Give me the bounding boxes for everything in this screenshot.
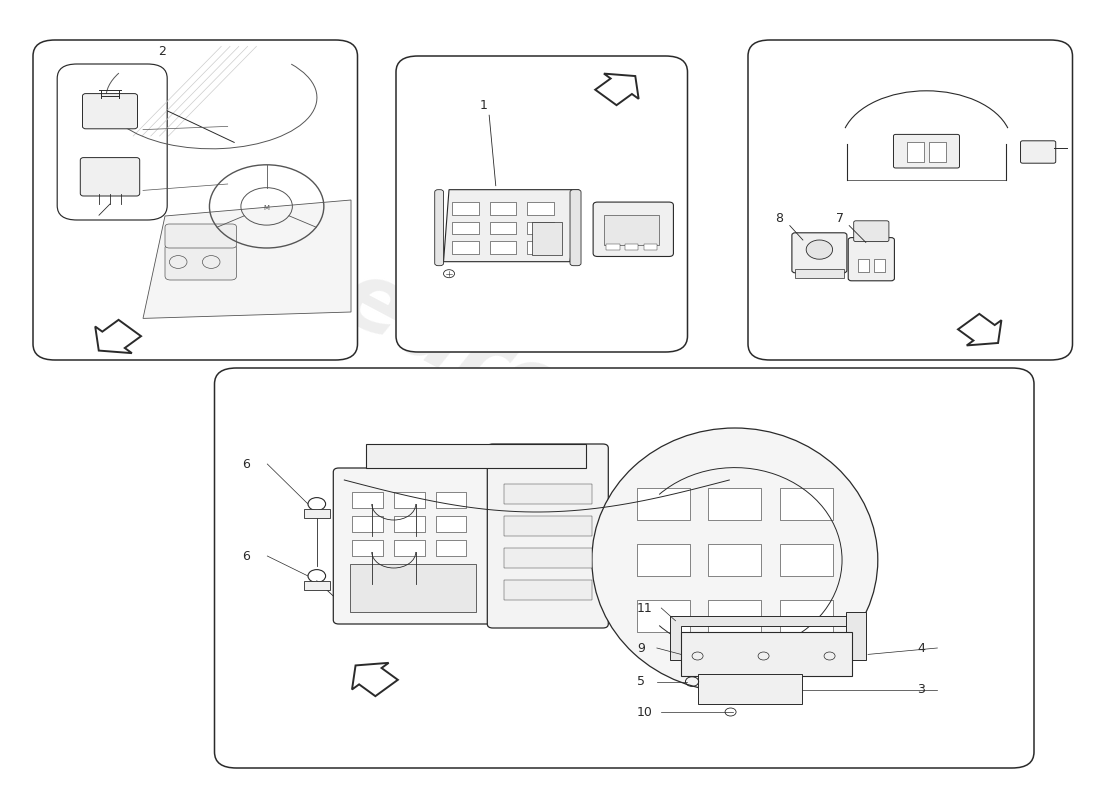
Polygon shape (352, 663, 398, 696)
Text: 3: 3 (917, 683, 925, 696)
Bar (394, 516, 425, 532)
Bar (780, 544, 833, 576)
FancyBboxPatch shape (748, 40, 1072, 360)
Text: 4: 4 (917, 642, 925, 654)
Bar (452, 202, 478, 215)
Polygon shape (958, 314, 1001, 346)
FancyBboxPatch shape (848, 238, 894, 281)
Bar (637, 488, 690, 520)
FancyBboxPatch shape (396, 56, 688, 352)
Bar (606, 244, 619, 250)
FancyBboxPatch shape (165, 224, 236, 248)
Bar (394, 540, 425, 556)
Bar (504, 548, 592, 568)
FancyBboxPatch shape (165, 244, 236, 280)
Bar (637, 600, 690, 632)
FancyBboxPatch shape (593, 202, 673, 257)
Bar (780, 600, 833, 632)
FancyBboxPatch shape (57, 64, 167, 220)
FancyBboxPatch shape (854, 221, 889, 242)
Bar (527, 222, 553, 234)
FancyBboxPatch shape (893, 134, 959, 168)
Bar (644, 244, 657, 250)
FancyBboxPatch shape (487, 444, 608, 628)
Bar (352, 492, 383, 508)
Bar (527, 241, 553, 254)
Text: 8: 8 (776, 212, 783, 226)
Text: 9: 9 (637, 642, 645, 654)
Bar (366, 444, 586, 468)
Text: 6: 6 (242, 550, 250, 563)
Bar (490, 202, 516, 215)
FancyBboxPatch shape (1021, 141, 1056, 163)
Text: a passion for details since 1995: a passion for details since 1995 (442, 461, 702, 611)
Polygon shape (595, 74, 639, 105)
FancyBboxPatch shape (792, 233, 847, 273)
Text: 7: 7 (836, 212, 844, 226)
Bar (527, 202, 553, 215)
Circle shape (806, 240, 833, 259)
Bar (436, 516, 466, 532)
Bar (504, 484, 592, 504)
FancyBboxPatch shape (570, 190, 581, 266)
Bar (350, 564, 476, 612)
Bar (352, 516, 383, 532)
Bar (697, 674, 802, 704)
Polygon shape (143, 200, 351, 318)
FancyBboxPatch shape (434, 190, 443, 266)
Bar (906, 142, 924, 162)
Polygon shape (670, 616, 862, 660)
FancyBboxPatch shape (80, 158, 140, 196)
Bar (858, 259, 869, 272)
Bar (708, 488, 761, 520)
Text: M: M (264, 205, 270, 211)
FancyBboxPatch shape (333, 468, 493, 624)
Bar (708, 544, 761, 576)
Bar (452, 222, 478, 234)
FancyBboxPatch shape (214, 368, 1034, 768)
Bar (637, 544, 690, 576)
Bar (795, 269, 844, 278)
Bar (504, 516, 592, 536)
Ellipse shape (592, 428, 878, 692)
Text: 2: 2 (157, 45, 166, 58)
Text: 6: 6 (242, 458, 250, 471)
Bar (304, 509, 330, 518)
Bar (394, 492, 425, 508)
Text: 11: 11 (637, 602, 652, 614)
Bar (352, 540, 383, 556)
Bar (681, 632, 851, 676)
Bar (504, 580, 592, 600)
Text: 5: 5 (637, 675, 645, 688)
Bar (873, 259, 884, 272)
Bar (452, 241, 478, 254)
FancyBboxPatch shape (33, 40, 358, 360)
Bar (531, 222, 562, 255)
Bar (490, 222, 516, 234)
Polygon shape (96, 320, 141, 353)
Bar (780, 488, 833, 520)
Bar (436, 540, 466, 556)
FancyBboxPatch shape (82, 94, 138, 129)
Text: 10: 10 (637, 706, 653, 718)
Bar (304, 581, 330, 590)
Bar (490, 241, 516, 254)
Text: 1: 1 (480, 99, 487, 112)
Bar (708, 600, 761, 632)
Bar (928, 142, 946, 162)
Bar (846, 612, 866, 660)
Bar (436, 492, 466, 508)
Text: eurodeis: eurodeis (323, 250, 777, 550)
Bar (625, 244, 638, 250)
Polygon shape (443, 190, 579, 262)
Bar (604, 215, 659, 246)
